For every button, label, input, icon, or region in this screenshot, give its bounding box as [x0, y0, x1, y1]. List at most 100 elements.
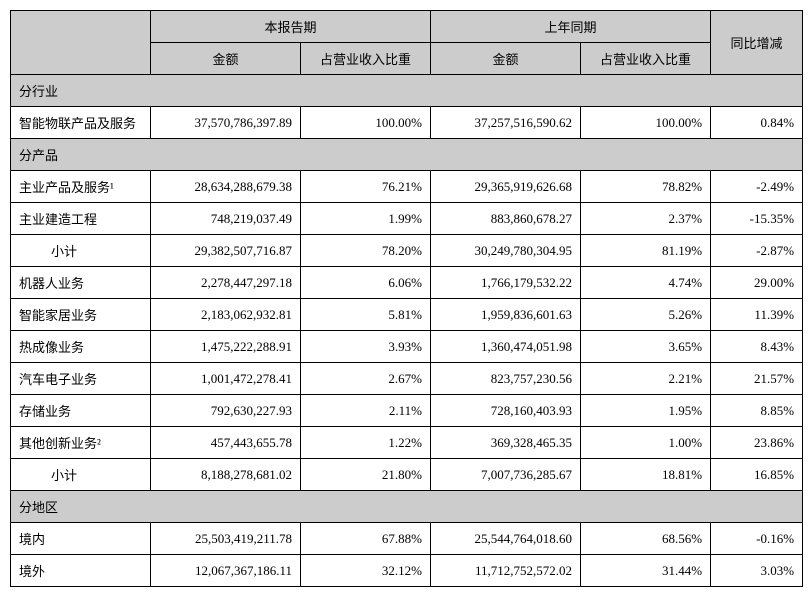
cell-yoy: 16.85%: [711, 459, 803, 491]
cell-label: 机器人业务: [11, 267, 151, 299]
cell-pri-pct: 2.21%: [581, 363, 711, 395]
cell-cur-amt: 2,278,447,297.18: [151, 267, 301, 299]
cell-cur-pct: 2.67%: [301, 363, 431, 395]
cell-cur-pct: 32.12%: [301, 555, 431, 587]
cell-cur-amt: 2,183,062,932.81: [151, 299, 301, 331]
section-by-product: 分产品: [11, 139, 803, 171]
cell-pri-amt: 1,959,836,601.63: [431, 299, 581, 331]
row-main-construct: 主业建造工程 748,219,037.49 1.99% 883,860,678.…: [11, 203, 803, 235]
cell-pri-amt: 823,757,230.56: [431, 363, 581, 395]
cell-cur-amt: 8,188,278,681.02: [151, 459, 301, 491]
cell-cur-pct: 1.99%: [301, 203, 431, 235]
cell-cur-amt: 12,067,367,186.11: [151, 555, 301, 587]
cell-label: 汽车电子业务: [11, 363, 151, 395]
row-storage: 存储业务 792,630,227.93 2.11% 728,160,403.93…: [11, 395, 803, 427]
cell-cur-pct: 6.06%: [301, 267, 431, 299]
cell-yoy: 21.57%: [711, 363, 803, 395]
cell-pri-pct: 18.81%: [581, 459, 711, 491]
cell-cur-amt: 28,634,288,679.38: [151, 171, 301, 203]
cell-label: 主业建造工程: [11, 203, 151, 235]
cell-cur-pct: 3.93%: [301, 331, 431, 363]
header-row-1: 本报告期 上年同期 同比增减: [11, 11, 803, 43]
cell-cur-amt: 792,630,227.93: [151, 395, 301, 427]
financial-table: 本报告期 上年同期 同比增减 金额 占营业收入比重 金额 占营业收入比重 分行业…: [10, 10, 803, 587]
row-subtotal-1: 小计 29,382,507,716.87 78.20% 30,249,780,3…: [11, 235, 803, 267]
section-by-region: 分地区: [11, 491, 803, 523]
cell-pri-amt: 369,328,465.35: [431, 427, 581, 459]
cell-label: 智能家居业务: [11, 299, 151, 331]
header-amount-cur: 金额: [151, 43, 301, 75]
cell-pri-amt: 30,249,780,304.95: [431, 235, 581, 267]
cell-cur-amt: 748,219,037.49: [151, 203, 301, 235]
cell-pri-pct: 2.37%: [581, 203, 711, 235]
cell-cur-pct: 76.21%: [301, 171, 431, 203]
cell-pri-pct: 1.95%: [581, 395, 711, 427]
header-rev-ratio-pri: 占营业收入比重: [581, 43, 711, 75]
cell-yoy: -15.35%: [711, 203, 803, 235]
row-robot: 机器人业务 2,278,447,297.18 6.06% 1,766,179,5…: [11, 267, 803, 299]
cell-label: 小计: [11, 235, 151, 267]
cell-label: 存储业务: [11, 395, 151, 427]
cell-yoy: -2.87%: [711, 235, 803, 267]
cell-cur-amt: 457,443,655.78: [151, 427, 301, 459]
cell-yoy: 3.03%: [711, 555, 803, 587]
cell-pri-amt: 1,360,474,051.98: [431, 331, 581, 363]
cell-pri-amt: 1,766,179,532.22: [431, 267, 581, 299]
cell-cur-pct: 78.20%: [301, 235, 431, 267]
cell-cur-amt: 1,475,222,288.91: [151, 331, 301, 363]
cell-yoy: 0.84%: [711, 107, 803, 139]
row-other-innov: 其他创新业务² 457,443,655.78 1.22% 369,328,465…: [11, 427, 803, 459]
cell-cur-amt: 29,382,507,716.87: [151, 235, 301, 267]
cell-yoy: -2.49%: [711, 171, 803, 203]
header-prior-period: 上年同期: [431, 11, 711, 43]
cell-label: 其他创新业务²: [11, 427, 151, 459]
cell-pri-amt: 29,365,919,626.68: [431, 171, 581, 203]
cell-pri-amt: 37,257,516,590.62: [431, 107, 581, 139]
cell-cur-amt: 25,503,419,211.78: [151, 523, 301, 555]
row-auto-elec: 汽车电子业务 1,001,472,278.41 2.67% 823,757,23…: [11, 363, 803, 395]
cell-cur-amt: 37,570,786,397.89: [151, 107, 301, 139]
cell-yoy: 11.39%: [711, 299, 803, 331]
row-thermal: 热成像业务 1,475,222,288.91 3.93% 1,360,474,0…: [11, 331, 803, 363]
section-label-product: 分产品: [11, 139, 803, 171]
cell-pri-pct: 68.56%: [581, 523, 711, 555]
cell-pri-amt: 11,712,752,572.02: [431, 555, 581, 587]
cell-cur-pct: 67.88%: [301, 523, 431, 555]
cell-label: 境外: [11, 555, 151, 587]
cell-pri-pct: 5.26%: [581, 299, 711, 331]
cell-pri-pct: 81.19%: [581, 235, 711, 267]
cell-cur-amt: 1,001,472,278.41: [151, 363, 301, 395]
cell-cur-pct: 5.81%: [301, 299, 431, 331]
cell-pri-pct: 31.44%: [581, 555, 711, 587]
cell-cur-pct: 100.00%: [301, 107, 431, 139]
section-label-region: 分地区: [11, 491, 803, 523]
cell-pri-pct: 3.65%: [581, 331, 711, 363]
row-smart-home: 智能家居业务 2,183,062,932.81 5.81% 1,959,836,…: [11, 299, 803, 331]
row-main-product: 主业产品及服务¹ 28,634,288,679.38 76.21% 29,365…: [11, 171, 803, 203]
cell-pri-pct: 1.00%: [581, 427, 711, 459]
header-blank: [11, 11, 151, 75]
section-label-industry: 分行业: [11, 75, 803, 107]
row-overseas: 境外 12,067,367,186.11 32.12% 11,712,752,5…: [11, 555, 803, 587]
cell-label: 热成像业务: [11, 331, 151, 363]
row-domestic: 境内 25,503,419,211.78 67.88% 25,544,764,0…: [11, 523, 803, 555]
row-subtotal-2: 小计 8,188,278,681.02 21.80% 7,007,736,285…: [11, 459, 803, 491]
cell-pri-amt: 7,007,736,285.67: [431, 459, 581, 491]
cell-yoy: 8.43%: [711, 331, 803, 363]
row-industry-smart: 智能物联产品及服务 37,570,786,397.89 100.00% 37,2…: [11, 107, 803, 139]
header-current-period: 本报告期: [151, 11, 431, 43]
cell-pri-amt: 728,160,403.93: [431, 395, 581, 427]
cell-label: 智能物联产品及服务: [11, 107, 151, 139]
cell-pri-pct: 100.00%: [581, 107, 711, 139]
cell-yoy: 8.85%: [711, 395, 803, 427]
cell-cur-pct: 2.11%: [301, 395, 431, 427]
cell-pri-pct: 4.74%: [581, 267, 711, 299]
header-rev-ratio-cur: 占营业收入比重: [301, 43, 431, 75]
cell-yoy: 29.00%: [711, 267, 803, 299]
cell-cur-pct: 1.22%: [301, 427, 431, 459]
header-amount-pri: 金额: [431, 43, 581, 75]
cell-label: 小计: [11, 459, 151, 491]
cell-pri-amt: 883,860,678.27: [431, 203, 581, 235]
cell-pri-amt: 25,544,764,018.60: [431, 523, 581, 555]
cell-label: 主业产品及服务¹: [11, 171, 151, 203]
